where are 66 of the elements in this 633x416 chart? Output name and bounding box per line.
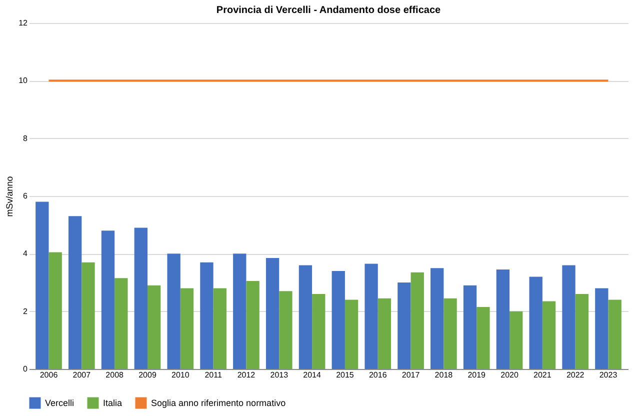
legend-label: Soglia anno riferimento normativo bbox=[151, 398, 286, 408]
y-tick-label: 4 bbox=[23, 249, 28, 258]
bar bbox=[279, 291, 292, 369]
x-tick-label: 2008 bbox=[106, 370, 124, 380]
bar bbox=[364, 264, 378, 369]
bar bbox=[233, 254, 246, 369]
y-tick-label: 6 bbox=[23, 192, 28, 200]
bar bbox=[542, 301, 556, 369]
legend-label: Vercelli bbox=[45, 398, 74, 408]
bar bbox=[68, 216, 82, 369]
bar bbox=[562, 265, 576, 369]
bar bbox=[48, 252, 62, 369]
bar bbox=[575, 294, 589, 369]
bar bbox=[167, 254, 180, 369]
y-tick-label: 12 bbox=[18, 18, 28, 28]
x-tick-label: 2011 bbox=[204, 370, 222, 380]
x-tick-label: 2012 bbox=[237, 370, 256, 380]
x-tick-label: 2023 bbox=[599, 370, 618, 380]
x-tick-label: 2022 bbox=[566, 370, 585, 380]
bar bbox=[101, 230, 115, 369]
bar bbox=[82, 262, 95, 369]
y-tick-label: 10 bbox=[18, 76, 28, 86]
bar bbox=[608, 300, 622, 369]
bar bbox=[444, 298, 457, 369]
x-tick-label: 2020 bbox=[500, 370, 519, 380]
x-tick-label: 2007 bbox=[72, 370, 92, 380]
bar bbox=[398, 282, 411, 369]
bar bbox=[200, 262, 214, 369]
bar bbox=[246, 281, 260, 369]
x-tick-label: 2015 bbox=[336, 370, 354, 380]
bar bbox=[36, 202, 49, 369]
bar bbox=[332, 270, 345, 369]
x-tick-label: 2016 bbox=[368, 370, 388, 380]
bar bbox=[529, 276, 542, 369]
x-tick-label: 2014 bbox=[303, 370, 322, 380]
x-tick-label: 2019 bbox=[468, 370, 486, 380]
x-tick-label: 2017 bbox=[402, 370, 420, 380]
legend-label: Italia bbox=[103, 398, 122, 408]
bar bbox=[213, 288, 226, 369]
x-tick-label: 2010 bbox=[171, 370, 190, 380]
y-tick-label: 2 bbox=[23, 306, 28, 316]
bar bbox=[430, 268, 444, 369]
bar bbox=[134, 228, 148, 369]
bar bbox=[180, 288, 194, 369]
bar bbox=[595, 288, 608, 369]
bar bbox=[298, 265, 312, 369]
bar bbox=[266, 258, 280, 369]
bar bbox=[476, 307, 490, 369]
chart-title: Provincia di Vercelli - Andamento dose efficace bbox=[216, 5, 442, 16]
bar bbox=[114, 278, 128, 369]
x-tick-label: 2013 bbox=[270, 370, 289, 380]
x-tick-label: 2018 bbox=[434, 370, 454, 380]
bar bbox=[312, 294, 326, 369]
y-axis-title: mSv/anno bbox=[4, 176, 15, 217]
x-tick-label: 2009 bbox=[138, 370, 157, 380]
bar bbox=[463, 285, 477, 369]
bar bbox=[147, 285, 161, 369]
bar bbox=[378, 298, 392, 369]
bar bbox=[496, 270, 510, 369]
x-tick-label: 2006 bbox=[40, 370, 58, 380]
bar bbox=[344, 300, 358, 369]
bar bbox=[510, 311, 523, 369]
y-tick-label: 0 bbox=[23, 364, 28, 374]
x-tick-label: 2021 bbox=[534, 370, 552, 380]
y-tick-label: 8 bbox=[23, 134, 28, 143]
bar bbox=[410, 272, 424, 369]
